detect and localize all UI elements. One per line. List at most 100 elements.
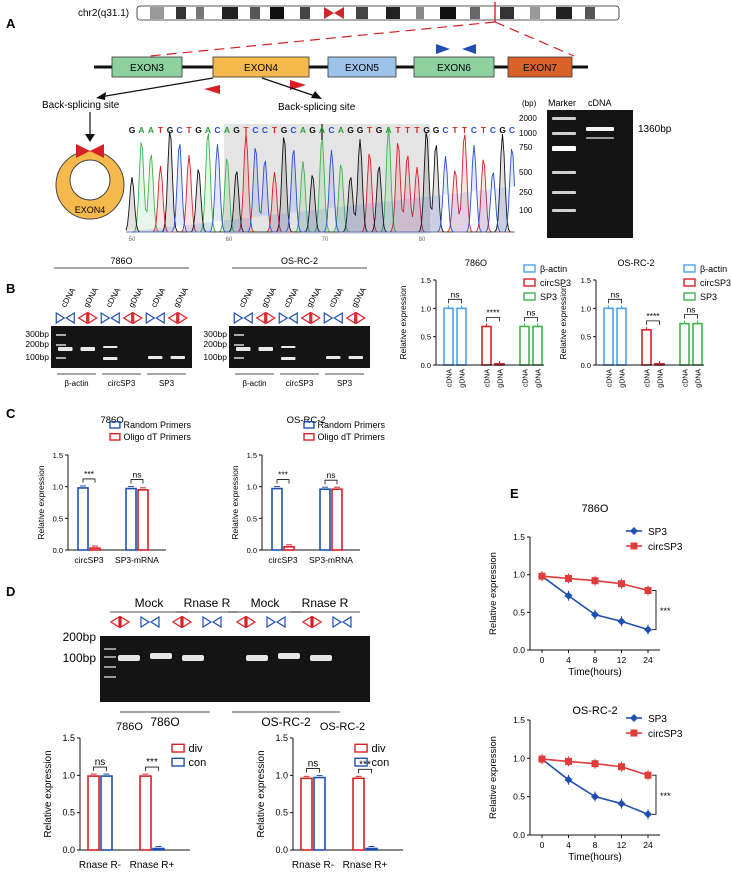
y-tick-label: 1.5 — [421, 276, 431, 285]
significance-label: **** — [646, 311, 660, 321]
x-tick-label: Rnase R+ — [343, 860, 388, 871]
convergent-primer-icon — [275, 615, 286, 629]
legend-marker — [630, 542, 638, 550]
ladder-band — [552, 117, 576, 120]
y-tick-label: 1.5 — [581, 276, 591, 285]
legend-swatch — [683, 264, 696, 273]
bar — [603, 307, 614, 366]
bar — [300, 777, 313, 851]
exon-6: EXON6 — [413, 56, 495, 78]
sequence-base: A — [138, 125, 144, 135]
significance-label: ns — [687, 305, 696, 315]
x-tick-label: gDNA — [498, 369, 505, 388]
ladder-band — [552, 146, 576, 151]
ladder-label: 250 — [519, 188, 533, 197]
gel-band — [348, 356, 363, 359]
x-tick-label: 8 — [593, 840, 598, 850]
gel-group-label: SP3 — [337, 379, 353, 388]
chart-d-786o: 786O 0.0 0.5 1.0 1.5 Relative expression Rnase… — [43, 721, 206, 871]
bar — [319, 488, 331, 551]
x-tick-label: 8 — [593, 655, 598, 665]
y-tick-label: 0.5 — [247, 514, 257, 523]
x-tick-label: 0 — [540, 655, 545, 665]
bp-marker: 100bp — [203, 352, 227, 362]
convergent-primer-icon — [149, 615, 160, 629]
svg-text:EXON7: EXON7 — [523, 63, 557, 74]
convergent-primer-icon — [341, 615, 352, 629]
convergent-primer-icon — [278, 311, 289, 325]
legend-label: SP3 — [648, 527, 667, 538]
sequence-base: T — [158, 125, 164, 135]
y-tick-label: 0.5 — [275, 808, 288, 818]
chromosome-label: chr2(q31.1) — [78, 8, 129, 19]
back-splicing-label-left: Back-splicing site — [42, 100, 120, 111]
legend-label: div — [372, 743, 387, 755]
y-tick-label: 0.0 — [247, 546, 257, 555]
lane-label: gDNA — [305, 285, 324, 309]
sequence-base: T — [462, 125, 468, 135]
sequence-base: T — [243, 125, 249, 135]
bar — [456, 307, 467, 366]
x-tick-label: gDNA — [696, 369, 703, 388]
divergent-primer-icon — [182, 615, 193, 629]
sequence-base: T — [395, 125, 401, 135]
sequence-base: C — [214, 125, 220, 135]
y-tick-label: 0.5 — [62, 808, 75, 818]
panel-label-e: E — [510, 486, 519, 501]
svg-text:EXON6: EXON6 — [437, 63, 471, 74]
sequence-base: C — [176, 125, 182, 135]
convergent-primer-icon — [140, 615, 151, 629]
chart-title: 786O — [100, 415, 123, 426]
x-axis-label: Time(hours) — [568, 852, 622, 863]
chromosome-ideogram — [136, 2, 620, 22]
gel-band — [80, 347, 95, 351]
data-point — [538, 572, 546, 580]
chart-d-osrc2: OS-RC-2 0.0 0.5 1.0 1.5 Relative expression Rn… — [256, 721, 403, 871]
divergent-primer-icon — [88, 311, 98, 325]
significance-label: *** — [660, 791, 671, 801]
data-point — [565, 757, 572, 765]
sequence-base: A — [338, 125, 344, 135]
convergent-primer-icon — [100, 311, 111, 325]
sequence-base: G — [347, 125, 354, 135]
y-axis-label: Relative expression — [398, 285, 408, 359]
gel-header-cdna: cDNA — [588, 98, 612, 108]
sequence-base: A — [148, 125, 154, 135]
lane-label: gDNA — [82, 285, 101, 309]
legend-label: div — [189, 743, 204, 755]
divergent-primer-icon — [120, 615, 131, 629]
x-tick-label: cDNA — [607, 369, 614, 388]
gel-band — [150, 653, 172, 659]
legend-label: circSP3 — [648, 729, 683, 740]
sequence-base: G — [233, 125, 240, 135]
divergent-primer-icon — [122, 311, 133, 325]
convergent-primer-icon — [155, 311, 165, 325]
sequence-base: G — [195, 125, 202, 135]
x-tick-label: cDNA — [683, 369, 690, 388]
legend-label: con — [372, 757, 390, 769]
x-tick-label: Rnase R- — [79, 860, 121, 871]
significance-label: ns — [327, 470, 336, 480]
data-point — [565, 574, 572, 582]
bar — [89, 547, 101, 551]
gel-band — [281, 346, 296, 348]
gel-band — [58, 347, 73, 351]
legend-label: con — [189, 757, 207, 769]
y-tick-label: 1.0 — [513, 753, 525, 763]
panel-label-c: C — [6, 406, 16, 421]
sequence-base: G — [376, 125, 383, 135]
sequence-base: A — [319, 125, 325, 135]
chart-b-786o: 786O 0.0 0.5 1.0 1.5 Relative expression cDNA g… — [398, 258, 571, 388]
bar — [532, 325, 543, 366]
data-point — [644, 586, 652, 594]
legend-label: Random Primers — [124, 420, 192, 430]
sequence-base: G — [129, 125, 136, 135]
y-tick-label: 1.0 — [421, 304, 431, 313]
y-tick-label: 0.0 — [513, 830, 525, 840]
x-tick-label: Rnase R+ — [130, 860, 175, 871]
x-tick-label: 24 — [643, 655, 653, 665]
bar — [481, 325, 492, 366]
sequence-base: G — [499, 125, 506, 135]
divergent-primer-icon — [345, 311, 356, 325]
